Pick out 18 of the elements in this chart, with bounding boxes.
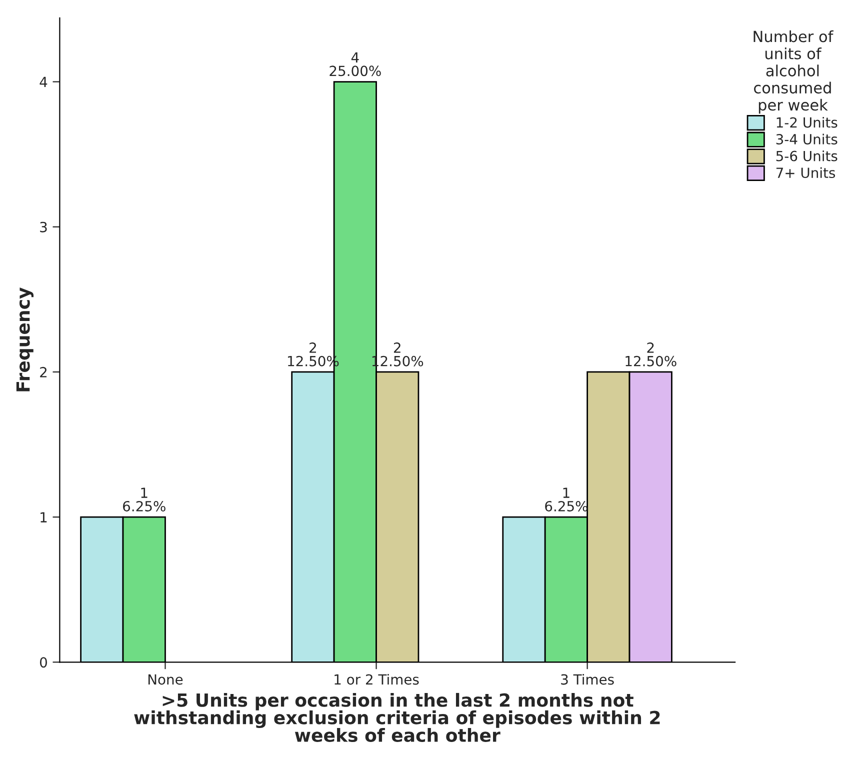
y-tick-label: 3 bbox=[40, 222, 47, 232]
legend-label: 3-4 Units bbox=[776, 134, 838, 144]
x-axis-title: >5 Units per occasion in the last 2 months not withstanding exclusion criteria of episodes within 2 weeks of each other bbox=[134, 692, 660, 742]
y-axis-title: Frequency bbox=[16, 288, 34, 392]
y-tick-label: 4 bbox=[40, 76, 48, 88]
y-tick-label: 1 bbox=[40, 512, 47, 522]
legend-title: Number of units of alcohol consumed per week bbox=[754, 30, 834, 114]
legend-label: 1-2 Units bbox=[776, 116, 838, 128]
y-tick-label: 2 bbox=[40, 366, 47, 378]
x-tick-label: 1 or 2 Times bbox=[334, 674, 419, 685]
y-tick-label: 0 bbox=[40, 657, 47, 668]
x-tick-label: None bbox=[148, 674, 183, 685]
data-label: 2 12.50% bbox=[626, 342, 676, 366]
x-tick-label: 3 Times bbox=[561, 674, 614, 685]
legend-label: 5-6 Units bbox=[776, 150, 838, 162]
data-label: 1 6.25% bbox=[123, 488, 166, 512]
data-label: 4 25.00% bbox=[330, 52, 381, 76]
legend-label: 7+ Units bbox=[776, 167, 836, 178]
